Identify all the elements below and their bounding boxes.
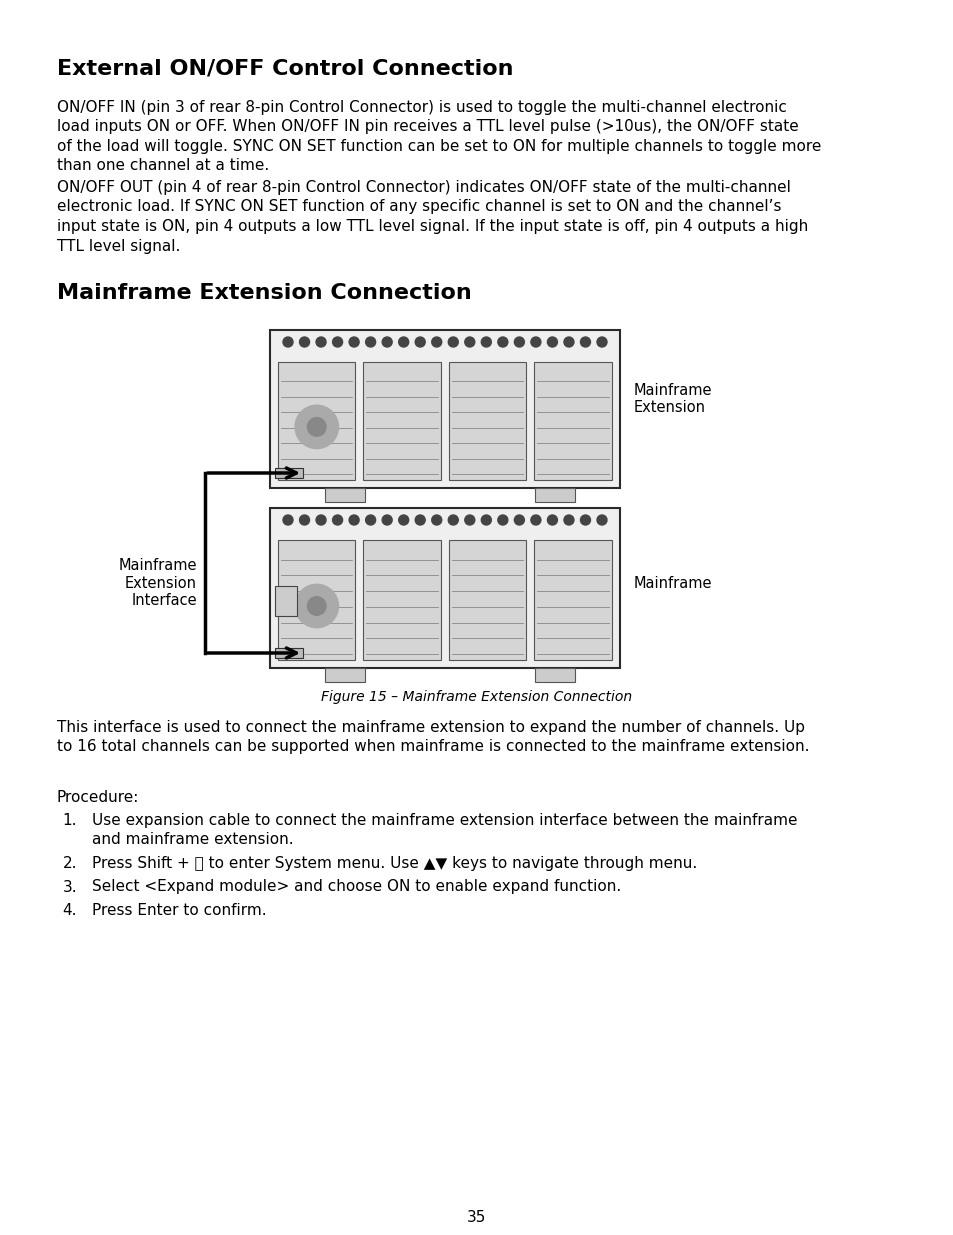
- Text: Mainframe
Extension: Mainframe Extension: [634, 383, 712, 415]
- Text: 4.: 4.: [63, 903, 77, 918]
- Circle shape: [349, 337, 358, 347]
- Circle shape: [530, 515, 540, 525]
- Bar: [449, 540, 526, 659]
- Text: Mainframe Extension Connection: Mainframe Extension Connection: [57, 283, 471, 303]
- Circle shape: [283, 515, 293, 525]
- Circle shape: [563, 337, 574, 347]
- Circle shape: [432, 515, 441, 525]
- Text: electronic load. If SYNC ON SET function of any specific channel is set to ON an: electronic load. If SYNC ON SET function…: [57, 200, 781, 215]
- Text: 1.: 1.: [63, 813, 77, 827]
- Circle shape: [497, 337, 507, 347]
- Bar: [325, 668, 365, 682]
- Bar: [449, 362, 526, 480]
- Circle shape: [283, 337, 293, 347]
- Bar: [277, 540, 355, 659]
- Circle shape: [398, 515, 408, 525]
- Circle shape: [349, 515, 358, 525]
- Text: Use expansion cable to connect the mainframe extension interface between the mai: Use expansion cable to connect the mainf…: [91, 813, 797, 827]
- Text: Mainframe
Extension
Interface: Mainframe Extension Interface: [118, 558, 196, 608]
- Circle shape: [579, 337, 590, 347]
- Circle shape: [333, 515, 342, 525]
- Circle shape: [307, 417, 326, 436]
- Circle shape: [382, 337, 392, 347]
- Text: and mainframe extension.: and mainframe extension.: [91, 832, 294, 847]
- Text: TTL level signal.: TTL level signal.: [57, 238, 180, 253]
- Circle shape: [514, 337, 524, 347]
- Text: Mainframe: Mainframe: [634, 576, 712, 590]
- Bar: [535, 668, 575, 682]
- Text: 3.: 3.: [62, 879, 77, 894]
- Bar: [325, 488, 365, 501]
- Text: Procedure:: Procedure:: [57, 790, 139, 805]
- Circle shape: [547, 337, 557, 347]
- Text: to 16 total channels can be supported when mainframe is connected to the mainfra: to 16 total channels can be supported wh…: [57, 740, 809, 755]
- Circle shape: [464, 337, 475, 347]
- Bar: [363, 362, 440, 480]
- Circle shape: [563, 515, 574, 525]
- Circle shape: [315, 515, 326, 525]
- Bar: [270, 330, 619, 488]
- Circle shape: [497, 515, 507, 525]
- Text: ON/OFF IN (pin 3 of rear 8-pin Control Connector) is used to toggle the multi-ch: ON/OFF IN (pin 3 of rear 8-pin Control C…: [57, 100, 786, 115]
- Text: load inputs ON or OFF. When ON/OFF IN pin receives a TTL level pulse (>10us), th: load inputs ON or OFF. When ON/OFF IN pi…: [57, 120, 798, 135]
- Circle shape: [299, 337, 309, 347]
- Bar: [270, 508, 619, 668]
- Circle shape: [333, 337, 342, 347]
- Text: of the load will toggle. SYNC ON SET function can be set to ON for multiple chan: of the load will toggle. SYNC ON SET fun…: [57, 140, 821, 154]
- Circle shape: [315, 337, 326, 347]
- Circle shape: [415, 337, 425, 347]
- Circle shape: [597, 337, 606, 347]
- Text: This interface is used to connect the mainframe extension to expand the number o: This interface is used to connect the ma…: [57, 720, 804, 735]
- Circle shape: [365, 515, 375, 525]
- Bar: [535, 488, 575, 501]
- Text: 35: 35: [467, 1210, 486, 1225]
- Circle shape: [448, 337, 457, 347]
- Circle shape: [294, 584, 338, 627]
- Circle shape: [481, 337, 491, 347]
- Circle shape: [299, 515, 309, 525]
- Circle shape: [432, 337, 441, 347]
- Bar: [534, 540, 612, 659]
- Bar: [277, 362, 355, 480]
- Circle shape: [307, 597, 326, 615]
- Text: than one channel at a time.: than one channel at a time.: [57, 158, 269, 173]
- Text: Select <Expand module> and choose ON to enable expand function.: Select <Expand module> and choose ON to …: [91, 879, 620, 894]
- Circle shape: [579, 515, 590, 525]
- Bar: [363, 540, 440, 659]
- Circle shape: [365, 337, 375, 347]
- Text: External ON/OFF Control Connection: External ON/OFF Control Connection: [57, 58, 513, 78]
- Circle shape: [415, 515, 425, 525]
- Circle shape: [398, 337, 408, 347]
- Circle shape: [514, 515, 524, 525]
- Text: 2.: 2.: [63, 856, 77, 871]
- Text: ON/OFF OUT (pin 4 of rear 8-pin Control Connector) indicates ON/OFF state of the: ON/OFF OUT (pin 4 of rear 8-pin Control …: [57, 180, 790, 195]
- Text: Press Shift + ⓦ to enter System menu. Use ▲▼ keys to navigate through menu.: Press Shift + ⓦ to enter System menu. Us…: [91, 856, 697, 871]
- Circle shape: [464, 515, 475, 525]
- Circle shape: [530, 337, 540, 347]
- Circle shape: [547, 515, 557, 525]
- Bar: [274, 648, 303, 658]
- Bar: [534, 362, 612, 480]
- Text: Press Enter to confirm.: Press Enter to confirm.: [91, 903, 266, 918]
- Circle shape: [294, 405, 338, 448]
- Text: input state is ON, pin 4 outputs a low TTL level signal. If the input state is o: input state is ON, pin 4 outputs a low T…: [57, 219, 807, 233]
- Circle shape: [597, 515, 606, 525]
- Bar: [274, 468, 303, 478]
- Circle shape: [448, 515, 457, 525]
- Circle shape: [382, 515, 392, 525]
- Bar: [274, 585, 296, 616]
- Text: Figure 15 – Mainframe Extension Connection: Figure 15 – Mainframe Extension Connecti…: [321, 690, 632, 704]
- Circle shape: [481, 515, 491, 525]
